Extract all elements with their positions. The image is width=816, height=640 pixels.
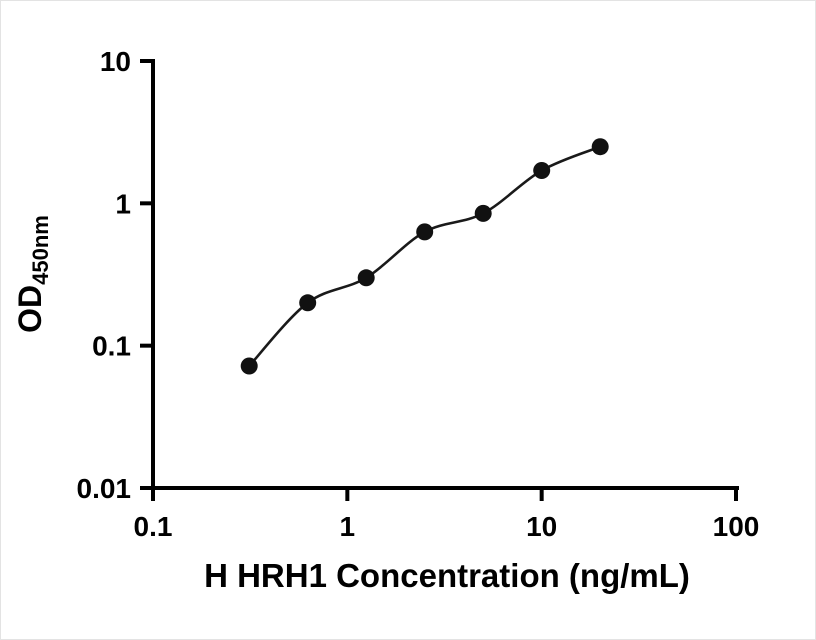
x-tick-label: 10 [526,511,557,542]
x-tick-label: 100 [713,511,760,542]
x-tick-label: 0.1 [134,511,173,542]
data-point [474,204,492,222]
data-point [533,162,551,179]
y-axis-title: OD450nm [12,215,53,333]
y-tick-label: 1 [115,188,131,219]
data-point [357,269,375,287]
y-tick-label: 0.1 [92,331,131,362]
y-tick-label: 0.01 [77,473,132,504]
axes [151,59,739,490]
x-axis-title: H HRH1 Concentration (ng/mL) [204,557,690,594]
data-point [240,357,258,375]
y-tick-label: 10 [100,46,131,77]
x-tick-label: 1 [340,511,356,542]
fit-curve [248,145,601,367]
y-axis-title-sub: 450nm [28,215,53,285]
data-point [416,223,434,241]
data-point [591,138,609,156]
data-point [299,294,317,312]
y-axis-title-main: OD [12,285,48,333]
